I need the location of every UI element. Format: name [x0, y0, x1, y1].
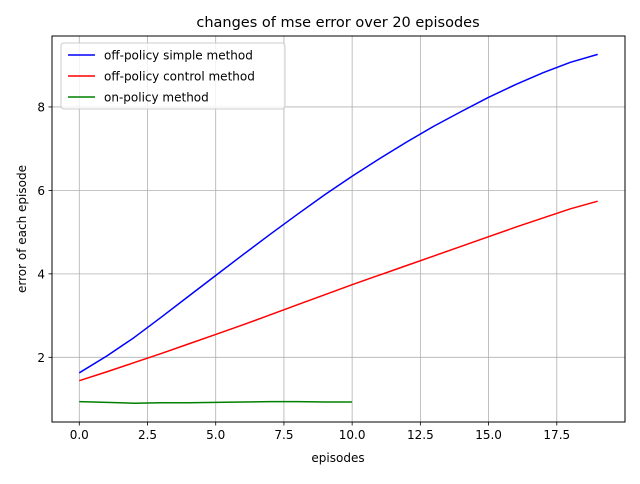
x-tick-label: 2.5: [138, 428, 157, 442]
y-tick-label: 6: [37, 184, 45, 198]
series-lines: [78, 53, 598, 404]
y-tick-label: 8: [37, 100, 45, 114]
legend: off-policy simple method off-policy contr…: [60, 42, 286, 110]
plot-area-frame: [51, 35, 626, 423]
legend-label: on-policy method: [104, 91, 209, 105]
x-tick-label: 12.5: [407, 428, 434, 442]
legend-label: off-policy simple method: [104, 49, 253, 63]
y-tick-label: 4: [37, 267, 45, 281]
legend-label: off-policy control method: [104, 70, 255, 84]
x-axis-label: episodes: [311, 451, 364, 465]
y-tick-label: 2: [37, 351, 45, 365]
chart-title: changes of mse error over 20 episodes: [196, 15, 479, 31]
legend-box: [60, 42, 286, 110]
x-tick-label: 5.0: [206, 428, 225, 442]
series-line: [79, 400, 353, 404]
series-line: [79, 200, 598, 382]
x-tick-label: 17.5: [543, 428, 570, 442]
x-tick-label: 10.0: [339, 428, 366, 442]
x-tick-label: 15.0: [475, 428, 502, 442]
y-axis-label: error of each episode: [15, 165, 29, 293]
axis-ticks: 0.0 2.5 5.0 7.5 10.0 12.5 15.0 17.5 2 4 6 8: [37, 100, 570, 442]
x-tick-label: 7.5: [274, 428, 293, 442]
series-line: [78, 53, 598, 374]
x-tick-label: 0.0: [70, 428, 89, 442]
